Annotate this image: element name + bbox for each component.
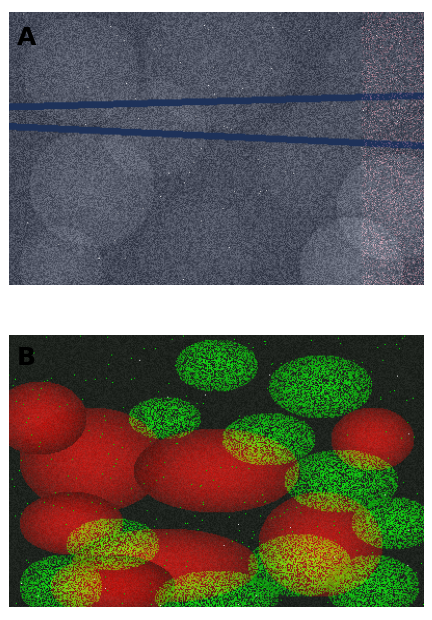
Text: B: B xyxy=(17,346,36,370)
Text: A: A xyxy=(17,26,36,50)
